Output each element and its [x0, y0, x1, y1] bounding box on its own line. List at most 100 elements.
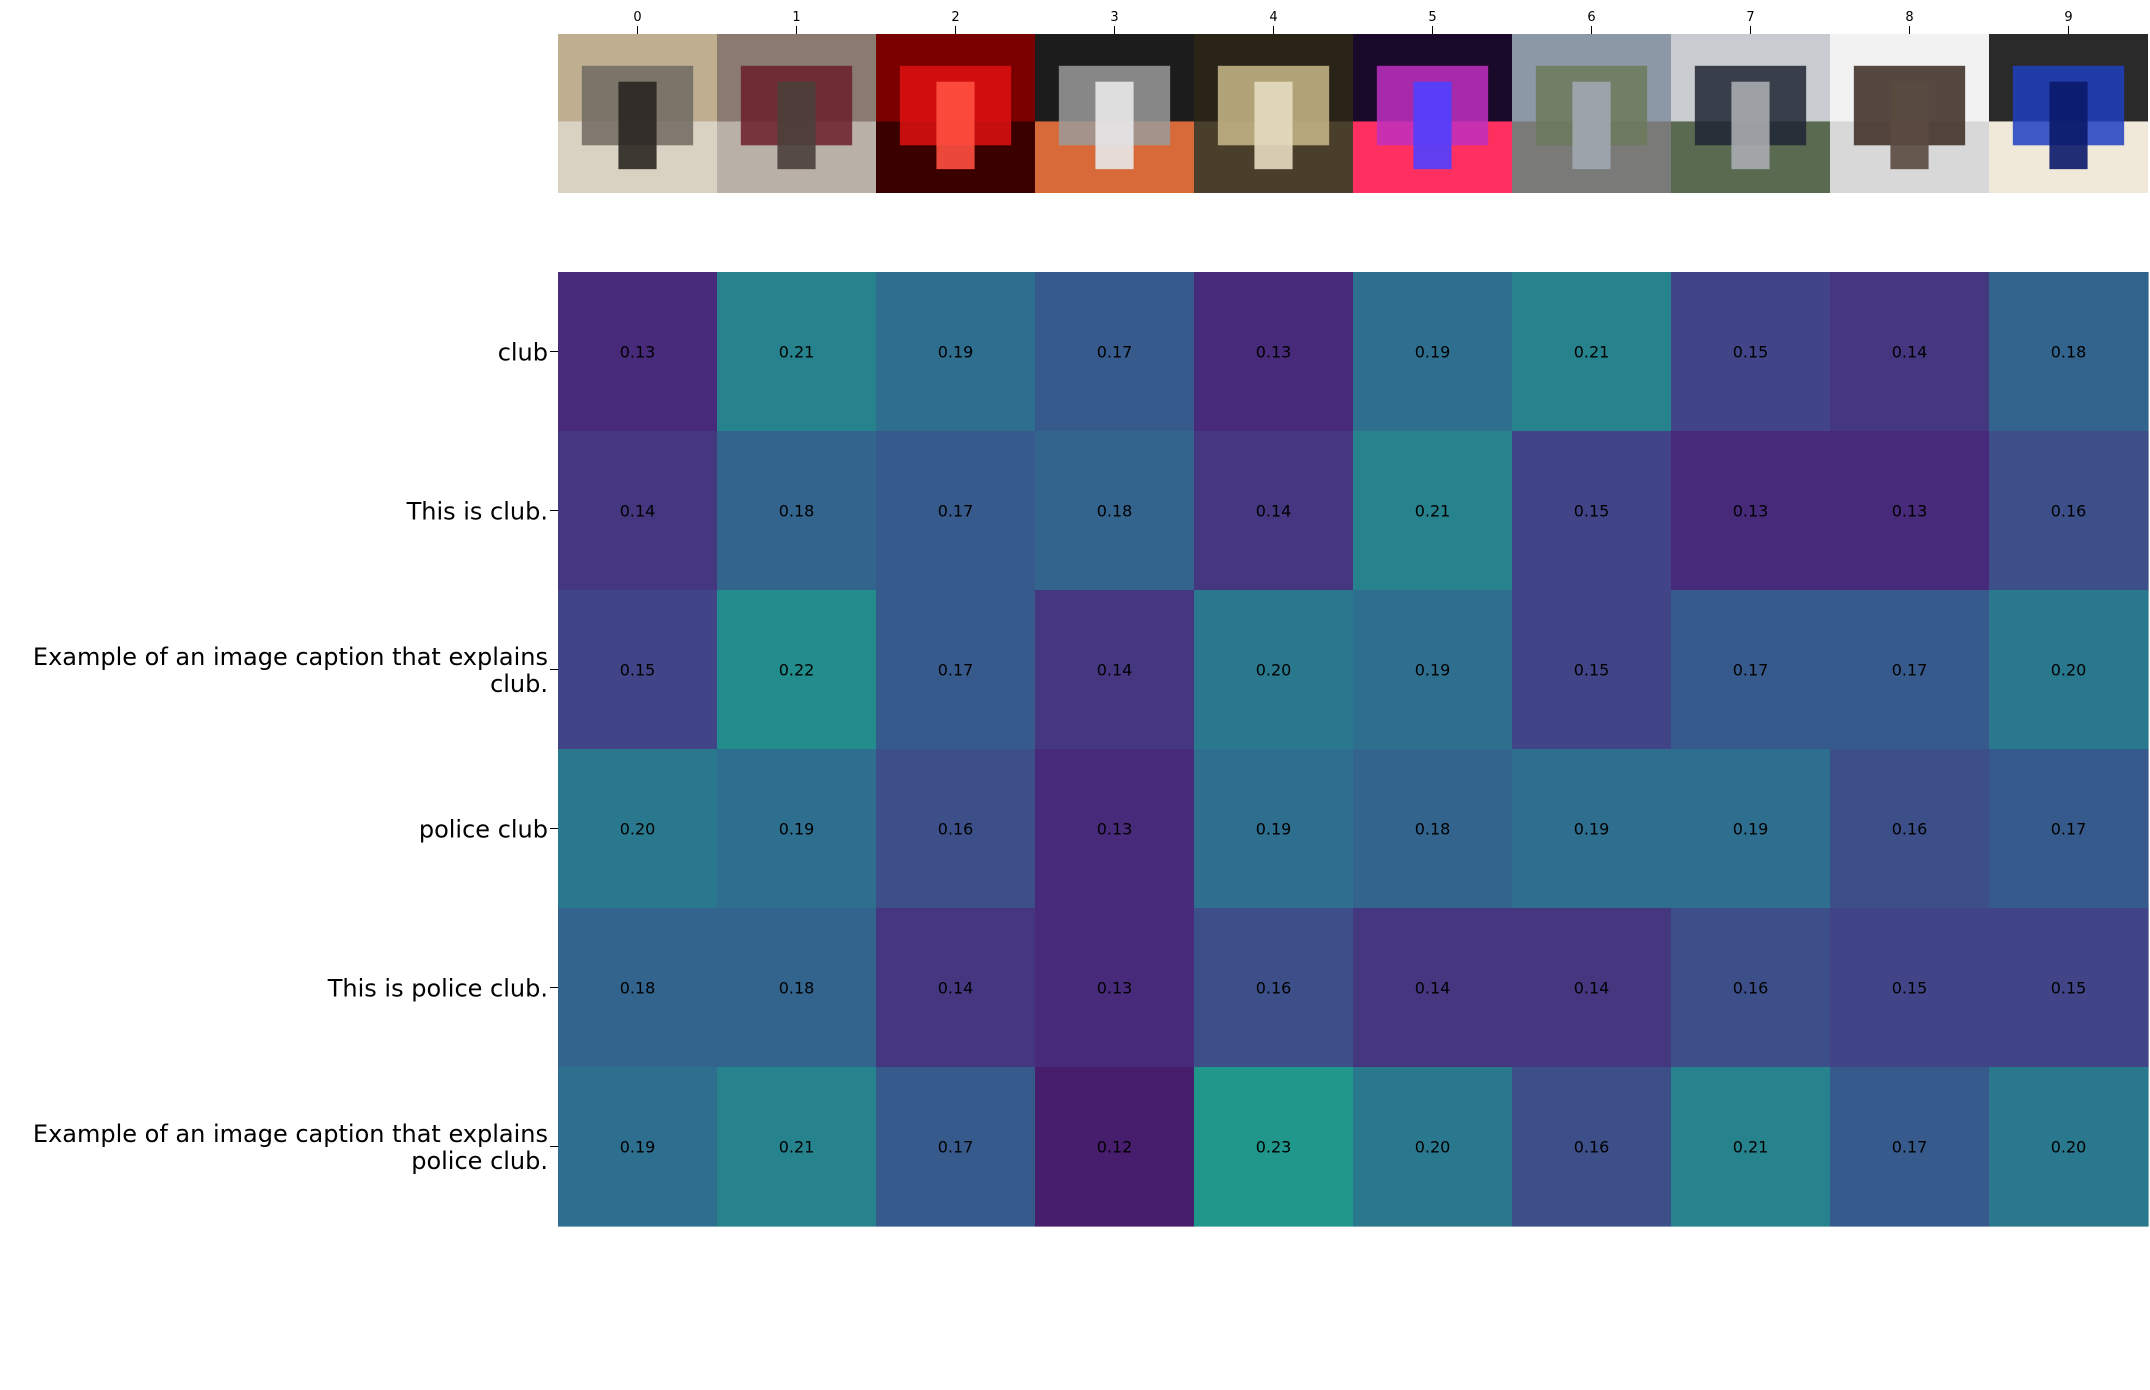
cell-value-label: 0.15 — [1574, 661, 1610, 680]
cell-value-label: 0.19 — [779, 820, 815, 839]
cell-value-label: 0.14 — [1892, 343, 1928, 362]
heatmap-cell — [1353, 272, 1513, 432]
heatmap-cell — [1671, 749, 1831, 909]
heatmap-cell — [1830, 590, 1990, 750]
heatmap-cell — [1035, 590, 1195, 750]
heatmap-cell — [1989, 749, 2149, 909]
cell-value-label: 0.15 — [1733, 343, 1769, 362]
heatmap-cell — [1194, 590, 1354, 750]
heatmap-cell — [1035, 272, 1195, 432]
heatmap-cell — [717, 590, 877, 750]
heatmap-cell — [558, 908, 718, 1068]
heatmap-cell — [558, 431, 718, 591]
cell-value-label: 0.15 — [1892, 979, 1928, 998]
cell-value-label: 0.14 — [1097, 661, 1133, 680]
y-tick-label: Example of an image caption that explain… — [33, 643, 548, 698]
club-awning-thumbnail — [717, 34, 876, 193]
cell-value-label: 0.19 — [1574, 820, 1610, 839]
heatmap-cell — [1035, 1067, 1195, 1227]
heatmap-cell — [1989, 272, 2149, 432]
heatmap-cell — [717, 1067, 877, 1227]
x-tick-label: 9 — [2064, 10, 2072, 25]
cell-value-label: 0.21 — [1574, 343, 1610, 362]
heatmap-cell — [1194, 272, 1354, 432]
x-tick-label: 8 — [1905, 10, 1913, 25]
village-road-thumbnail — [1512, 34, 1671, 193]
cell-value-label: 0.15 — [2051, 979, 2087, 998]
heatmap-cell — [1830, 908, 1990, 1068]
heatmap-cell — [1035, 749, 1195, 909]
cell-value-label: 0.17 — [1097, 343, 1133, 362]
x-tick-label: 2 — [951, 10, 959, 25]
heatmap-cell — [1194, 749, 1354, 909]
cell-value-label: 0.23 — [1256, 1138, 1292, 1157]
cell-value-label: 0.13 — [1256, 343, 1292, 362]
heatmap-cells: 0.13 0.21 0.19 0.17 0.13 0.19 0.21 0.15 0.14 0.18… — [558, 272, 2149, 1227]
y-axis-ticks: club This is club. Example of an image cap… — [33, 339, 558, 1175]
heatmap-cell — [1830, 749, 1990, 909]
cell-value-label: 0.21 — [1733, 1138, 1769, 1157]
cell-value-label: 0.22 — [779, 661, 815, 680]
heatmap-cell — [1512, 272, 1672, 432]
cell-value-label: 0.18 — [1415, 820, 1451, 839]
cell-value-label: 0.18 — [620, 979, 656, 998]
cell-value-label: 0.14 — [1415, 979, 1451, 998]
cell-value-label: 0.13 — [1097, 820, 1133, 839]
cell-value-label: 0.19 — [938, 343, 974, 362]
y-tick-label: This is club. — [406, 498, 548, 526]
heatmap-cell — [876, 590, 1036, 750]
heatmap-cell — [1512, 1067, 1672, 1227]
y-tick-label: Example of an image caption that explain… — [33, 1120, 548, 1175]
cell-value-label: 0.18 — [779, 979, 815, 998]
heatmap-cell — [558, 749, 718, 909]
cell-value-label: 0.17 — [938, 502, 974, 521]
image-thumbnails — [558, 34, 2148, 193]
heatmap-cell — [717, 908, 877, 1068]
blue-shuttlecocks-thumbnail — [1989, 34, 2148, 193]
cell-value-label: 0.16 — [1574, 1138, 1610, 1157]
heatmap-cell — [1512, 431, 1672, 591]
cell-value-label: 0.20 — [2051, 1138, 2087, 1157]
heatmap-cell — [1830, 272, 1990, 432]
heatmap-cell — [1671, 908, 1831, 1068]
cell-value-label: 0.20 — [2051, 661, 2087, 680]
cell-value-label: 0.14 — [938, 979, 974, 998]
heatmap-cell — [1512, 749, 1672, 909]
heatmap-cell — [717, 431, 877, 591]
x-tick-label: 6 — [1587, 10, 1595, 25]
golf-clubs-thumbnail — [1035, 34, 1194, 193]
heatmap-cell — [876, 908, 1036, 1068]
cell-value-label: 0.17 — [2051, 820, 2087, 839]
heatmap-cell — [1989, 431, 2149, 591]
cell-value-label: 0.20 — [1415, 1138, 1451, 1157]
cell-value-label: 0.12 — [1097, 1138, 1133, 1157]
cell-value-label: 0.16 — [1892, 820, 1928, 839]
y-tick-label: club — [498, 339, 548, 367]
cell-value-label: 0.16 — [938, 820, 974, 839]
cell-value-label: 0.17 — [1733, 661, 1769, 680]
cell-value-label: 0.19 — [620, 1138, 656, 1157]
cell-value-label: 0.14 — [620, 502, 656, 521]
x-axis-ticks: 0 1 2 3 4 5 6 7 8 9 — [633, 10, 2073, 34]
heatmap-cell — [1512, 590, 1672, 750]
heatmap-cell — [1194, 1067, 1354, 1227]
heatmap-cell — [558, 272, 718, 432]
heatmap-cell — [1035, 908, 1195, 1068]
x-tick-label: 4 — [1269, 10, 1277, 25]
heatmap-cell — [876, 1067, 1036, 1227]
police-poster-thumbnail — [1194, 34, 1353, 193]
baton-thumbnail — [1830, 34, 1989, 193]
heatmap-cell — [1989, 1067, 2149, 1227]
cell-value-label: 0.16 — [1733, 979, 1769, 998]
cell-value-label: 0.17 — [1892, 661, 1928, 680]
cell-value-label: 0.13 — [620, 343, 656, 362]
cell-value-label: 0.15 — [1574, 502, 1610, 521]
cell-value-label: 0.13 — [1097, 979, 1133, 998]
x-tick-label: 7 — [1746, 10, 1754, 25]
heatmap-cell — [1830, 431, 1990, 591]
police-parade-thumbnail — [1671, 34, 1830, 193]
heatmap-cell — [1671, 431, 1831, 591]
heatmap-cell — [1194, 908, 1354, 1068]
cell-value-label: 0.16 — [1256, 979, 1292, 998]
heatmap-cell — [1830, 1067, 1990, 1227]
